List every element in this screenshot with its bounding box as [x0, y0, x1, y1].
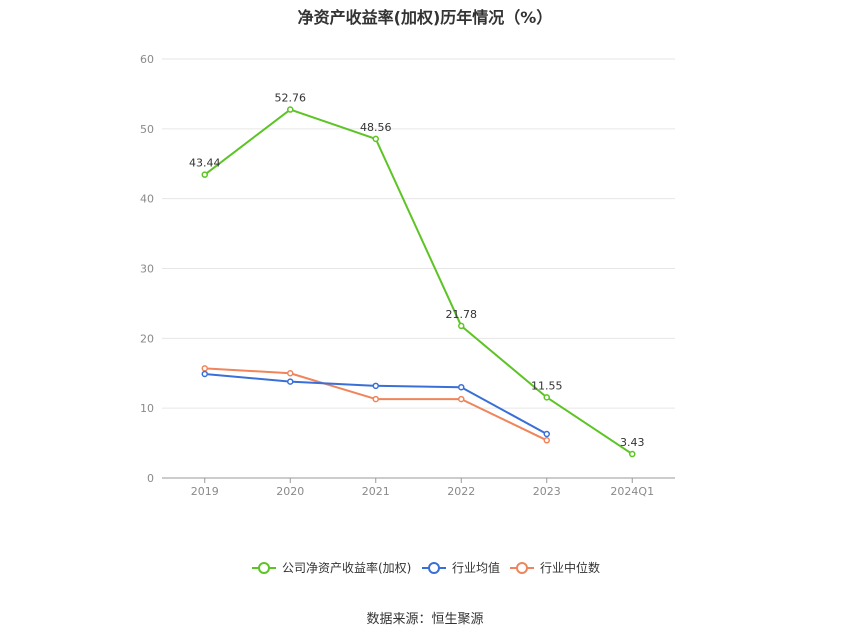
y-tick-label: 40: [140, 193, 154, 206]
legend-label: 公司净资产收益率(加权): [282, 560, 411, 575]
legend-swatch-marker: [428, 562, 440, 574]
data-label: 43.44: [189, 157, 221, 170]
data-source: 数据来源：恒生聚源: [366, 612, 484, 627]
data-point: [458, 383, 465, 391]
legend-swatch-marker: [516, 562, 528, 574]
y-tick-label: 50: [140, 123, 154, 136]
series-line-0: [204, 108, 633, 455]
data-label: 52.76: [275, 92, 307, 105]
data-point: [543, 394, 550, 401]
data-point: [372, 382, 379, 390]
data-point: [201, 171, 208, 178]
data-label: 11.55: [531, 379, 563, 392]
data-point: [543, 430, 550, 438]
data-point: [201, 365, 208, 372]
y-tick-label: 60: [140, 53, 154, 66]
data-point: [458, 322, 465, 330]
y-tick-label: 20: [140, 332, 154, 345]
data-point: [543, 437, 550, 444]
y-tick-label: 0: [147, 472, 154, 485]
data-label: 48.56: [360, 121, 392, 134]
y-tick-label: 10: [140, 402, 154, 415]
chart-title: 净资产收益率(加权)历年情况（%）: [297, 8, 553, 27]
x-tick-label: 2020: [276, 485, 304, 498]
data-point: [287, 378, 294, 385]
legend-label: 行业中位数: [540, 560, 600, 575]
data-point: [287, 106, 294, 113]
data-label: 21.78: [446, 308, 478, 321]
x-tick-label: 2021: [362, 485, 390, 498]
data-point: [372, 395, 379, 403]
data-point: [287, 370, 294, 377]
x-tick-label: 2024Q1: [610, 485, 654, 498]
y-tick-label: 30: [140, 263, 154, 276]
data-label: 3.43: [620, 436, 645, 449]
x-tick-label: 2022: [447, 485, 475, 498]
legend-swatch-marker: [258, 562, 270, 574]
x-tick-label: 2019: [191, 485, 219, 498]
data-point: [629, 450, 636, 458]
data-point: [372, 135, 379, 143]
data-point: [201, 370, 208, 378]
legend-label: 行业均值: [452, 560, 500, 575]
data-point: [458, 395, 465, 403]
x-tick-label: 2023: [533, 485, 561, 498]
